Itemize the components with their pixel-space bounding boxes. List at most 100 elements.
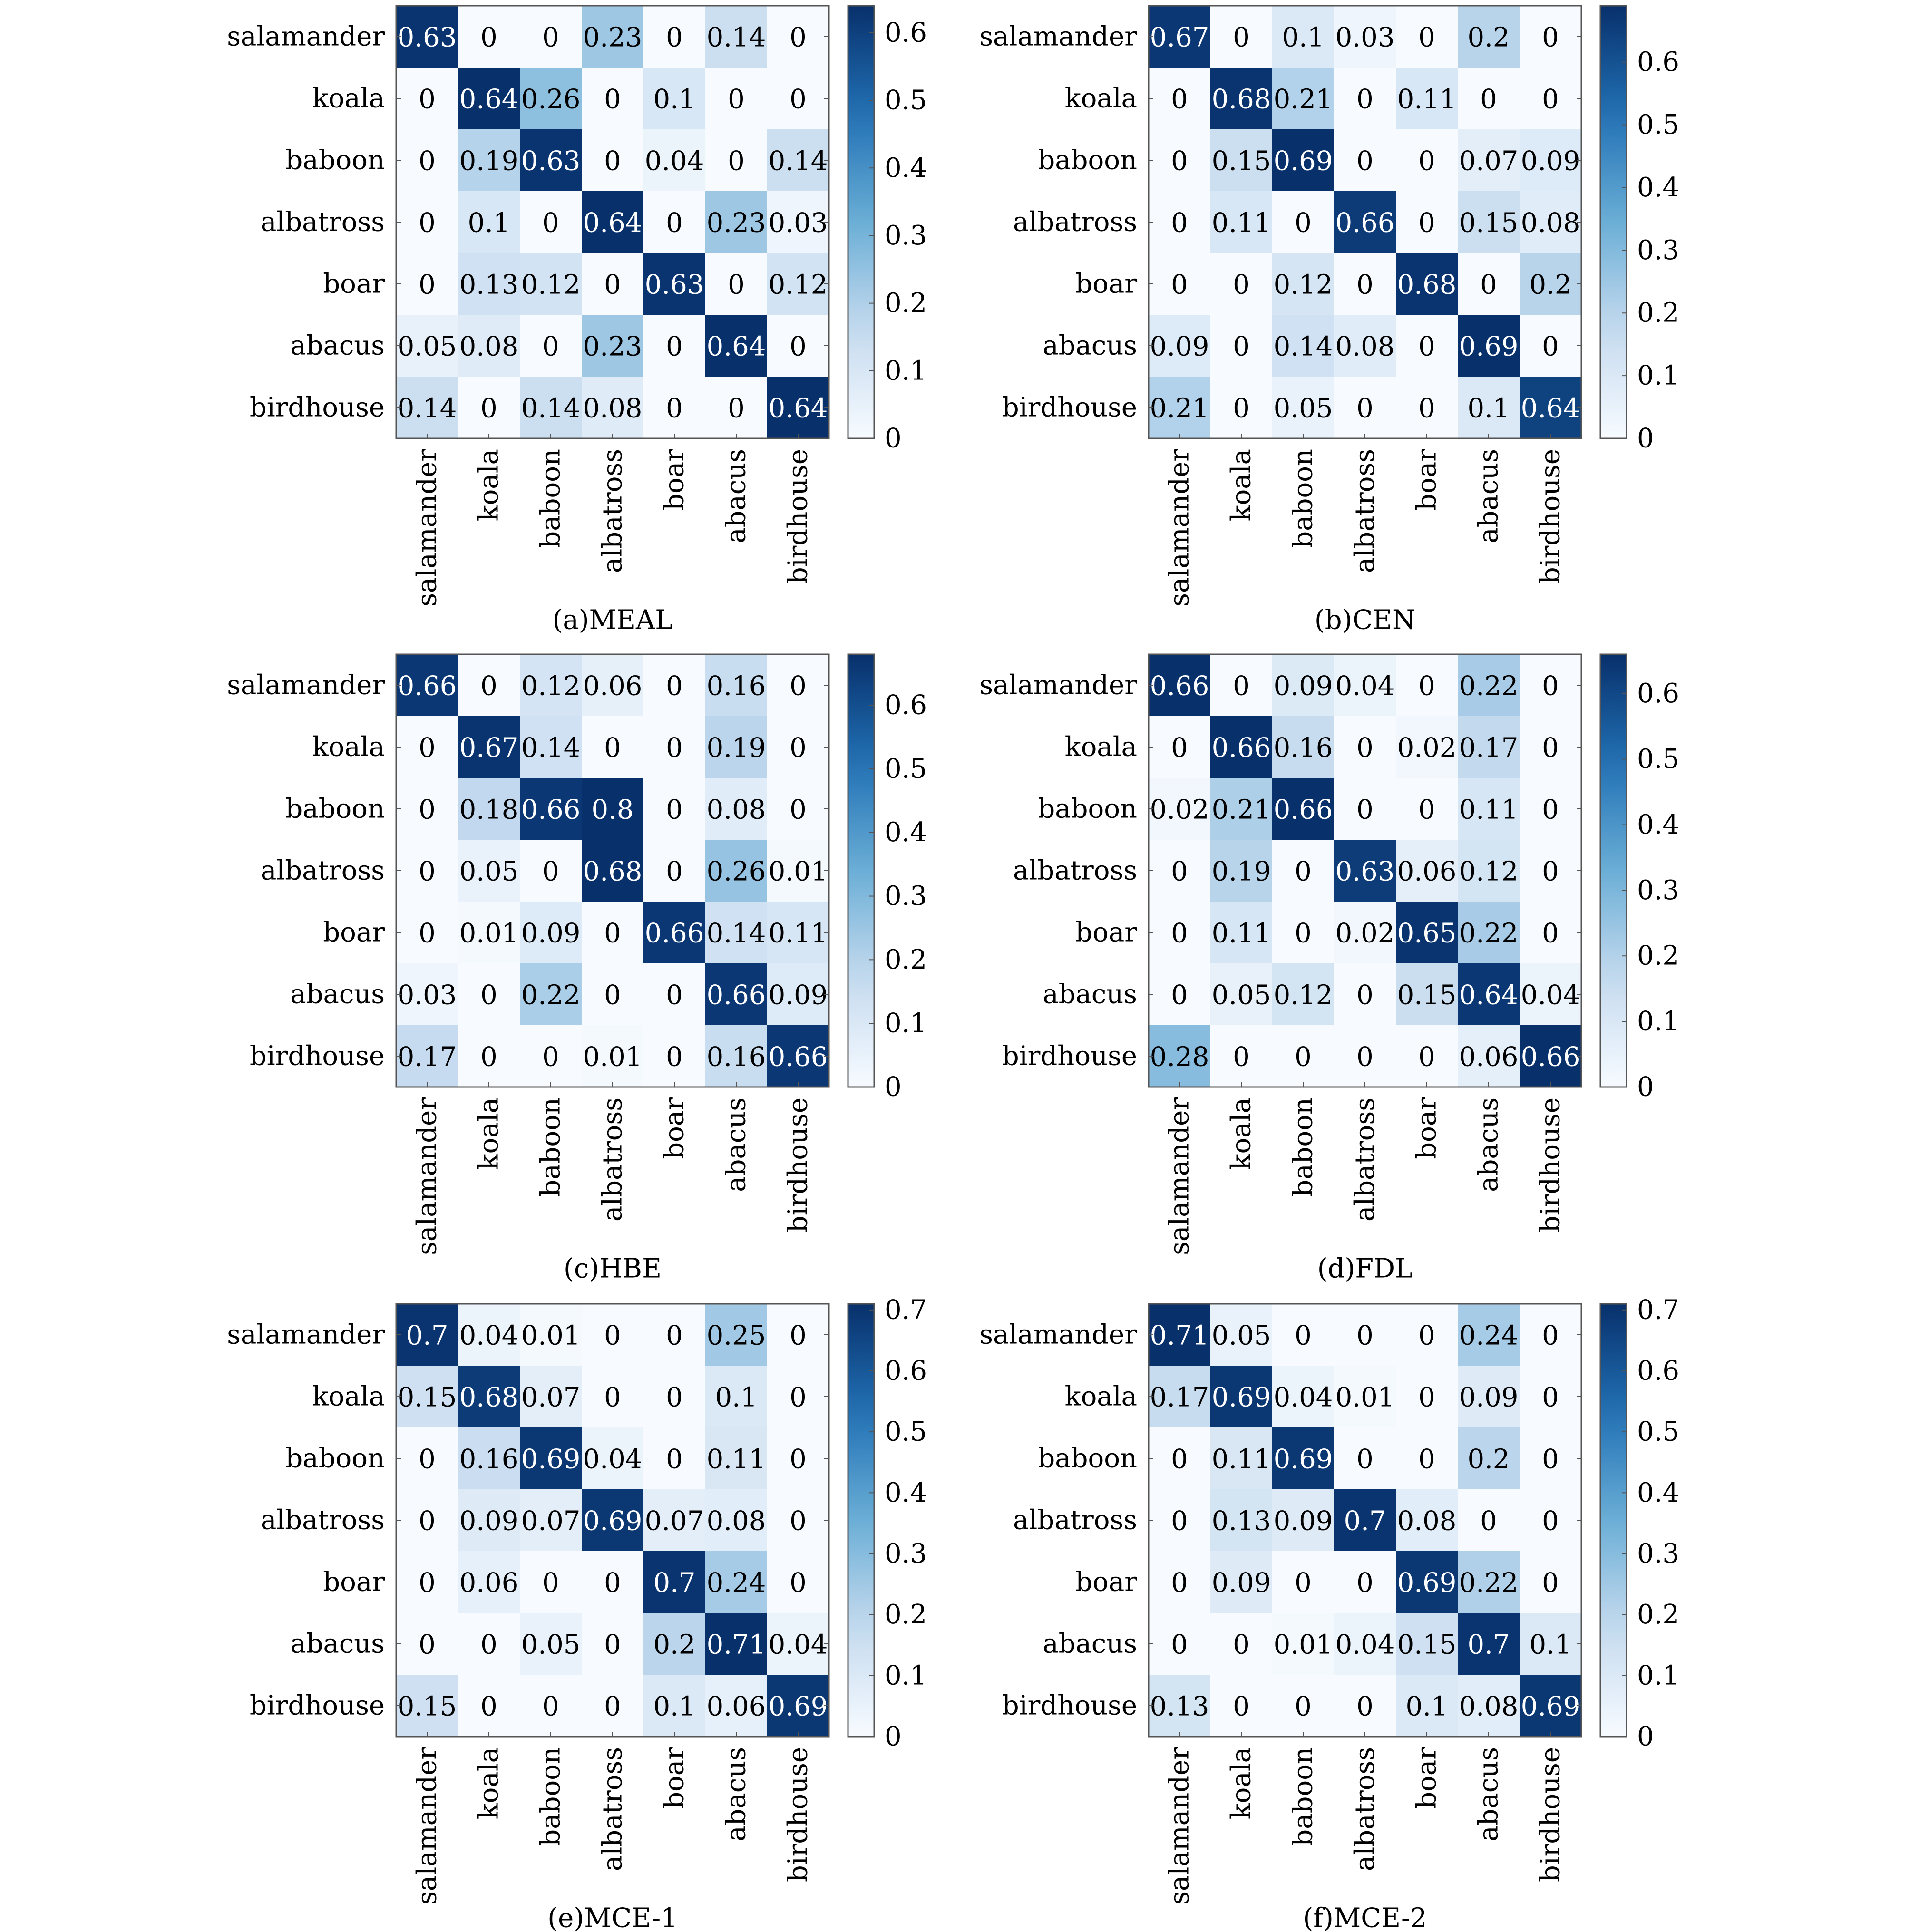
cell-value-label: 0.63 [645,270,704,301]
heatmap-cell [582,315,643,377]
panel-caption: (d)FDL [1317,1253,1413,1284]
heatmap-cell [767,1304,829,1366]
cell-value-label: 0.09 [1150,331,1209,362]
column-label: abacus [1473,1747,1504,1842]
cell-value-label: 0.69 [1212,1382,1271,1413]
cell-value-label: 0.64 [1459,980,1519,1011]
cell-value-label: 0.08 [707,1506,766,1537]
cell-value-label: 0 [1542,856,1559,887]
cell-value-label: 0.09 [769,980,828,1011]
heatmap-cell [520,1551,582,1613]
heatmap-cell [458,654,520,716]
cell-value-label: 0.04 [1335,1630,1395,1660]
colorbar-tick-label: 0.6 [885,17,927,48]
heatmap-cell [1520,902,1581,963]
cell-value-label: 0.13 [1150,1691,1209,1722]
cell-value-label: 0.69 [1459,331,1519,362]
cell-value-label: 0.71 [1150,1320,1209,1351]
heatmap-cell [520,654,582,716]
heatmap-cell [396,1304,458,1366]
heatmap-cell [582,1366,643,1427]
heatmap-cell [705,315,767,377]
heatmap-cell [1149,129,1210,191]
heatmap-cell [767,1551,829,1613]
column-label: koala [1226,1097,1257,1170]
heatmap-cell [1210,129,1272,191]
cell-value-label: 0 [419,1568,436,1599]
heatmap-cell [396,6,458,68]
cell-value-label: 0.08 [1459,1691,1519,1722]
column-label: baboon [1288,1097,1319,1197]
heatmap-cell [643,1613,705,1675]
row-label: birdhouse [1002,1690,1137,1721]
heatmap-cell [643,778,705,840]
cell-value-label: 0.02 [1335,918,1395,949]
cell-value-label: 0.66 [769,1042,828,1073]
cell-value-label: 0.17 [398,1042,457,1073]
cell-value-label: 0 [1233,331,1250,362]
heatmap-cell [1520,191,1581,253]
heatmap-cell [582,6,643,68]
cell-value-label: 0 [419,856,436,887]
cell-value-label: 0.21 [1150,393,1209,424]
heatmap-cell [1520,1025,1581,1087]
colorbar-tick-label: 0.4 [885,153,927,184]
colorbar-tick-label: 0.5 [885,85,927,116]
heatmap-cell [767,1427,829,1489]
cell-value-label: 0 [1171,270,1188,301]
cell-value-label: 0.66 [1150,671,1209,702]
heatmap-cell [396,840,458,902]
cell-value-label: 0.01 [1274,1630,1333,1660]
cell-value-label: 0.21 [1212,795,1271,825]
row-label: abacus [1043,1629,1137,1660]
cell-value-label: 0.64 [459,84,519,115]
colorbar-tick-label: 0.1 [885,1660,927,1691]
cell-value-label: 0 [480,1042,497,1073]
cell-value-label: 0.71 [707,1630,766,1660]
cell-value-label: 0 [666,208,683,239]
heatmap-cell [1334,129,1396,191]
heatmap-cell [396,68,458,129]
heatmap-cell [520,902,582,963]
heatmap-cell [767,191,829,253]
heatmap-cell [1210,253,1272,315]
heatmap-cell [1272,654,1334,716]
cell-value-label: 0.06 [1397,856,1457,887]
column-label: koala [474,1747,505,1819]
heatmap-cell [1272,778,1334,840]
heatmap-cell [1458,253,1520,315]
row-label: boar [323,917,385,948]
cell-value-label: 0 [728,84,745,115]
cell-value-label: 0.7 [1344,1506,1386,1537]
cell-value-label: 0 [1542,84,1559,115]
cell-value-label: 0.22 [1459,1568,1519,1599]
cell-value-label: 0.69 [1521,1691,1580,1722]
cell-value-label: 0 [604,1568,621,1599]
row-label: boar [1075,269,1137,300]
cell-value-label: 0.07 [645,1506,704,1537]
heatmap-cell [1210,716,1272,778]
heatmap-cell [767,1489,829,1551]
cell-value-label: 0 [480,980,497,1011]
heatmap-cell [643,377,705,438]
cell-value-label: 0.04 [583,1444,643,1475]
cell-value-label: 0.64 [707,331,766,362]
heatmap-cell [1520,1304,1581,1366]
heatmap-cell [1396,129,1458,191]
row-label: salamander [979,1320,1137,1350]
heatmap-cell [1334,654,1396,716]
cell-value-label: 0.8 [591,795,633,825]
heatmap-cell [767,129,829,191]
heatmap-cell [1272,191,1334,253]
cell-value-label: 0.01 [1335,1382,1395,1413]
cell-value-label: 0 [604,1382,621,1413]
row-label: salamander [227,1320,385,1350]
heatmap-cell [705,840,767,902]
heatmap-cell [582,1551,643,1613]
colorbar-tick-label: 0.7 [885,1294,927,1325]
heatmap-cell [767,902,829,963]
cell-value-label: 0 [1418,1444,1435,1475]
heatmap-cell [1210,377,1272,438]
cell-value-label: 0 [604,1320,621,1351]
heatmap-cell [1458,1675,1520,1737]
